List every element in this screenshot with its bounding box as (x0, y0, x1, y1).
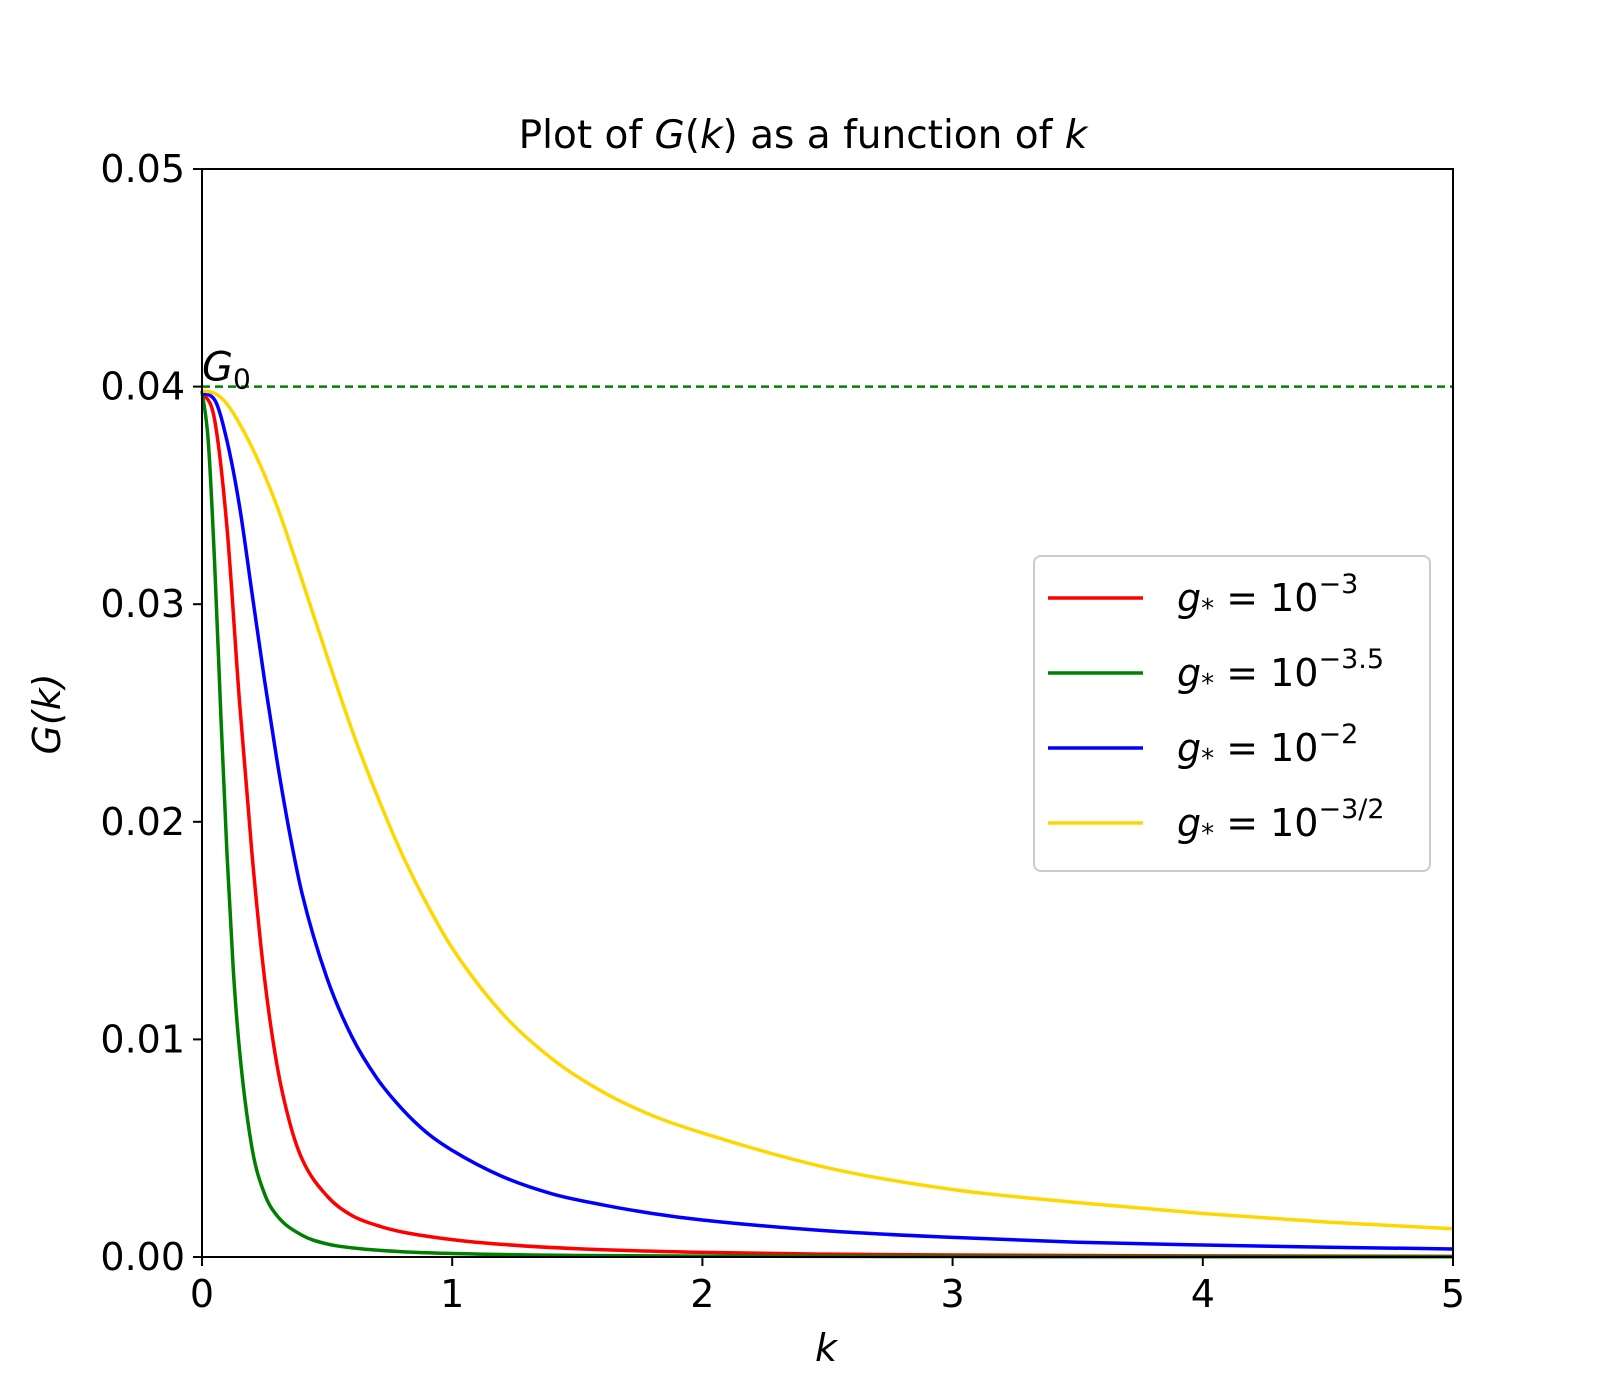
title-prefix: Plot of (519, 113, 655, 158)
reference-line-layer: G0 (202, 345, 1453, 396)
y-tick-label: 0.03 (100, 582, 185, 626)
legend-items: g* = 10−3 g* = 10−3.5 g* = 10−2 g* = 10−3/2 (1048, 569, 1385, 849)
x-tick-label: 0 (190, 1272, 214, 1316)
series-line-3 (201, 391, 1454, 1251)
y-axis-label: G(k) (25, 673, 69, 754)
title-func-close: ) (723, 113, 738, 158)
x-tick-label: 5 (1441, 1272, 1465, 1316)
chart-title: Plot of G(k) as a function of k (519, 113, 1089, 158)
legend-label-2: g* = 10−3.5 (1177, 644, 1384, 699)
title-func-var: k (700, 113, 724, 158)
x-tick-label: 3 (941, 1272, 965, 1316)
plot-frame (201, 168, 1454, 1258)
legend-label-4: g* = 10−3/2 (1177, 794, 1385, 849)
title-var: k (1065, 113, 1089, 158)
title-func: G (655, 113, 685, 158)
title-func-open: ( (685, 113, 700, 158)
x-tick-label: 1 (440, 1272, 464, 1316)
y-tick-label: 0.00 (100, 1235, 185, 1279)
y-tick-label: 0.05 (100, 147, 185, 191)
x-axis-label: k (815, 1326, 839, 1370)
legend: g* = 10−3 g* = 10−3.5 g* = 10−2 g* = 10−3/2 (1033, 555, 1431, 872)
reference-line-label: G0 (202, 345, 251, 396)
reference-label-base: G (202, 345, 233, 391)
legend-box (1033, 555, 1431, 872)
x-ticks: 0 1 2 3 4 5 (190, 1257, 1465, 1316)
x-tick-label: 2 (690, 1272, 714, 1316)
legend-label-3: g* = 10−2 (1177, 719, 1358, 774)
x-tick-label: 4 (1191, 1272, 1215, 1316)
legend-label-1: g* = 10−3 (1177, 569, 1358, 624)
reference-label-sub: 0 (233, 363, 251, 396)
series-line-4 (201, 389, 1454, 1231)
title-middle: as a function of (738, 113, 1065, 158)
y-tick-label: 0.02 (100, 800, 185, 844)
y-tick-label: 0.01 (100, 1017, 185, 1061)
y-ticks: 0.00 0.01 0.02 0.03 0.04 0.05 (100, 147, 202, 1279)
y-tick-label: 0.04 (100, 365, 185, 409)
